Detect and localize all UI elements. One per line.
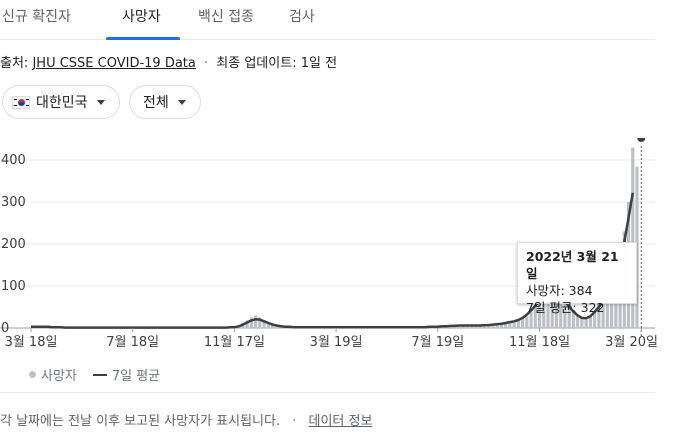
data-info-link[interactable]: 데이터 정보	[308, 414, 373, 429]
chart-tooltip: 2022년 3월 21일 사망자: 384 7일 평균: 322	[517, 242, 637, 315]
legend-average-marker	[92, 373, 107, 376]
daily-deaths-bar	[635, 166, 639, 328]
x-tick-label: 7월 19일	[411, 335, 464, 350]
daily-deaths-bar	[546, 295, 550, 328]
hover-point	[637, 138, 646, 142]
daily-deaths-bar	[601, 298, 605, 328]
tab-new-cases[interactable]: 신규 확진자	[2, 9, 71, 25]
tab-tests[interactable]: 검사	[289, 9, 315, 25]
daily-deaths-bar	[571, 311, 576, 328]
daily-deaths-bar	[529, 312, 533, 328]
daily-deaths-bar	[482, 325, 487, 328]
x-tick-label: 11월 18일	[509, 335, 570, 350]
chevron-down-icon	[177, 99, 186, 105]
daily-deaths-bar	[465, 325, 470, 328]
daily-deaths-bar	[563, 298, 567, 328]
tooltip-average: 7일 평균: 322	[526, 300, 605, 315]
y-tick-label: 200	[1, 237, 26, 252]
country-dropdown-label: 대한민국	[36, 95, 88, 111]
source-prefix: 출처:	[0, 56, 29, 71]
legend-average-label: 7일 평균	[111, 369, 161, 384]
daily-deaths-bar	[584, 319, 588, 328]
daily-deaths-bar	[245, 320, 249, 328]
y-tick-label: 100	[1, 279, 26, 294]
daily-deaths-bar	[542, 297, 546, 328]
y-tick-label: 300	[1, 195, 26, 210]
daily-deaths-bar	[605, 290, 609, 328]
daily-deaths-bar	[559, 294, 563, 328]
source-link[interactable]: JHU CSSE COVID-19 Data	[32, 56, 196, 71]
source-line: 출처: JHU CSSE COVID-19 Data · 최종 업데이트: 1일…	[0, 52, 337, 71]
daily-deaths-bar	[487, 325, 491, 328]
daily-deaths-bar	[499, 323, 503, 328]
daily-deaths-bar	[262, 320, 266, 328]
daily-deaths-bar	[550, 293, 554, 328]
daily-deaths-bar	[491, 324, 495, 328]
footer-divider	[0, 392, 655, 393]
daily-deaths-bar	[554, 292, 559, 328]
footer: 각 날짜에는 전날 이후 보고된 사망자가 표시됩니다. · 데이터 정보	[0, 410, 372, 429]
source-separator: ·	[204, 56, 209, 71]
daily-deaths-bar	[580, 317, 584, 328]
daily-deaths-bar	[266, 322, 270, 328]
daily-deaths-bar	[597, 304, 601, 328]
daily-deaths-bar	[504, 322, 508, 328]
daily-deaths-bar	[609, 281, 614, 328]
daily-deaths-bar	[520, 318, 525, 328]
daily-deaths-bar	[631, 147, 635, 328]
daily-deaths-bar	[576, 315, 580, 328]
legend-deaths-marker	[29, 371, 36, 378]
daily-deaths-bar	[249, 317, 253, 328]
daily-deaths-bar	[508, 322, 512, 328]
daily-deaths-bar	[537, 301, 542, 328]
legend-deaths-label: 사망자	[41, 369, 77, 384]
chevron-down-icon	[96, 99, 105, 105]
x-tick-label: 3월 18일	[5, 335, 58, 350]
x-tick-label: 3월 19일	[310, 335, 363, 350]
daily-deaths-bar	[593, 311, 597, 328]
daily-deaths-bar	[588, 315, 592, 328]
daily-deaths-bar	[254, 315, 258, 328]
y-tick-label: 400	[1, 153, 26, 168]
country-dropdown[interactable]: 대한민국	[2, 85, 120, 119]
daily-deaths-bar	[512, 321, 516, 328]
daily-deaths-bar	[461, 325, 465, 328]
last-updated: 최종 업데이트: 1일 전	[216, 56, 338, 71]
y-tick-label: 0	[1, 321, 9, 336]
tooltip-date: 2022년 3월 21일	[526, 249, 619, 281]
daily-deaths-bar	[495, 324, 499, 328]
chart-legend: 사망자 7일 평균	[29, 365, 160, 384]
daily-deaths-bar	[567, 304, 571, 328]
tab-bar: 신규 확진자 사망자 백신 접종 검사	[0, 0, 655, 40]
daily-deaths-bar	[525, 316, 529, 328]
tooltip-deaths: 사망자: 384	[526, 283, 593, 298]
active-tab-indicator	[106, 37, 180, 40]
x-tick-label: 11월 17일	[204, 335, 265, 350]
tab-deaths[interactable]: 사망자	[122, 9, 161, 25]
daily-deaths-bar	[533, 307, 537, 328]
footer-separator: ·	[292, 414, 297, 429]
x-tick-label: 3월 20일	[605, 335, 658, 350]
seven-day-average-line	[31, 192, 635, 329]
x-tick-label: 7월 18일	[106, 335, 159, 350]
footer-note: 각 날짜에는 전날 이후 보고된 사망자가 표시됩니다.	[0, 414, 281, 429]
tab-vaccination[interactable]: 백신 접종	[198, 9, 254, 25]
daily-deaths-bar	[516, 320, 520, 328]
korea-flag-icon	[12, 95, 30, 109]
scope-dropdown-label: 전체	[143, 95, 169, 111]
daily-deaths-bar	[270, 324, 275, 328]
daily-deaths-bar	[258, 317, 262, 328]
scope-dropdown[interactable]: 전체	[129, 85, 201, 119]
deaths-chart[interactable]: 400 300 200 100 03월 18일 7월 18일 11월 17일 3월 19일 7월…	[0, 138, 660, 353]
